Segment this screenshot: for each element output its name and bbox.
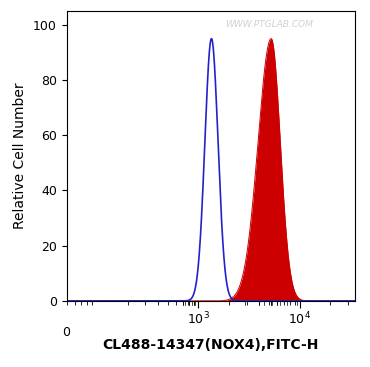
X-axis label: CL488-14347(NOX4),FITC-H: CL488-14347(NOX4),FITC-H xyxy=(103,338,319,352)
Text: WWW.PTGLAB.COM: WWW.PTGLAB.COM xyxy=(225,20,313,29)
Y-axis label: Relative Cell Number: Relative Cell Number xyxy=(13,83,27,229)
Text: 0: 0 xyxy=(63,326,71,339)
